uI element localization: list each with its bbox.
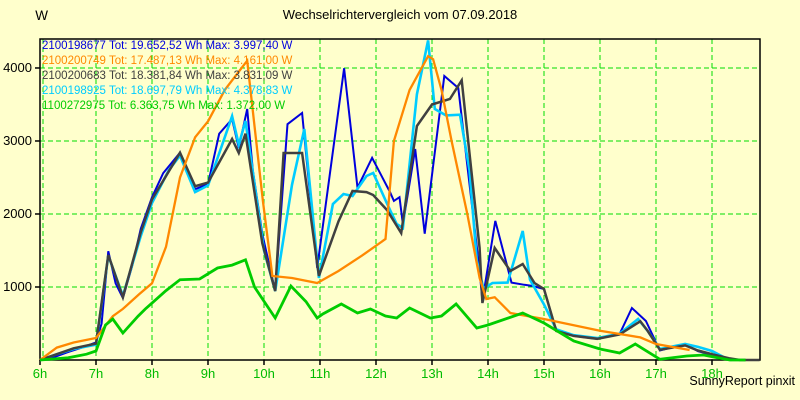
x-tick-label: 15h xyxy=(533,366,555,381)
x-tick-label: 13h xyxy=(421,366,443,381)
x-tick-label: 16h xyxy=(589,366,611,381)
x-tick-label: 12h xyxy=(365,366,387,381)
x-tick-label: 17h xyxy=(645,366,667,381)
legend-item-inverter-4: 2100198925 Tot: 18.697,79 Wh Max: 4.378,… xyxy=(42,85,293,97)
y-axis-unit-label: W xyxy=(35,8,48,23)
y-tick-label: 2000 xyxy=(3,206,32,221)
y-tick-label: 4000 xyxy=(3,60,32,75)
x-tick-label: 9h xyxy=(201,366,215,381)
credit-text: SunnyReport pinxit xyxy=(689,374,795,388)
x-tick-label: 8h xyxy=(145,366,159,381)
series-line-2100200749 xyxy=(39,54,690,361)
x-tick-label: 14h xyxy=(477,366,499,381)
legend: 2100198677 Tot: 19.652,52 Wh Max: 3.997,… xyxy=(42,39,292,114)
legend-item-inverter-3: 2100200683 Tot: 18.381,84 Wh Max: 3.831,… xyxy=(42,70,293,82)
legend-item-inverter-2: 2100200749 Tot: 17.487,13 Wh Max: 4.161,… xyxy=(42,55,293,67)
x-tick-label: 6h xyxy=(33,366,47,381)
legend-item-inverter-1: 2100198677 Tot: 19.652,52 Wh Max: 3.997,… xyxy=(42,40,293,52)
y-tick-label: 3000 xyxy=(3,133,32,148)
x-tick-label: 11h xyxy=(310,366,331,381)
x-tick-label: 7h xyxy=(89,366,103,381)
series-line-1100272975 xyxy=(39,257,746,362)
x-tick-label: 18h xyxy=(701,366,723,381)
y-tick-label: 1000 xyxy=(3,279,32,294)
chart-title: Wechselrichtervergleich vom 07.09.2018 xyxy=(282,7,518,22)
legend-item-inverter-5: 1100272975 Tot: 6.363,75 Wh Max: 1.372,0… xyxy=(42,100,286,112)
x-tick-label: 10h xyxy=(253,366,275,381)
series-line-2100200683 xyxy=(39,76,760,362)
plot-border xyxy=(39,38,761,361)
